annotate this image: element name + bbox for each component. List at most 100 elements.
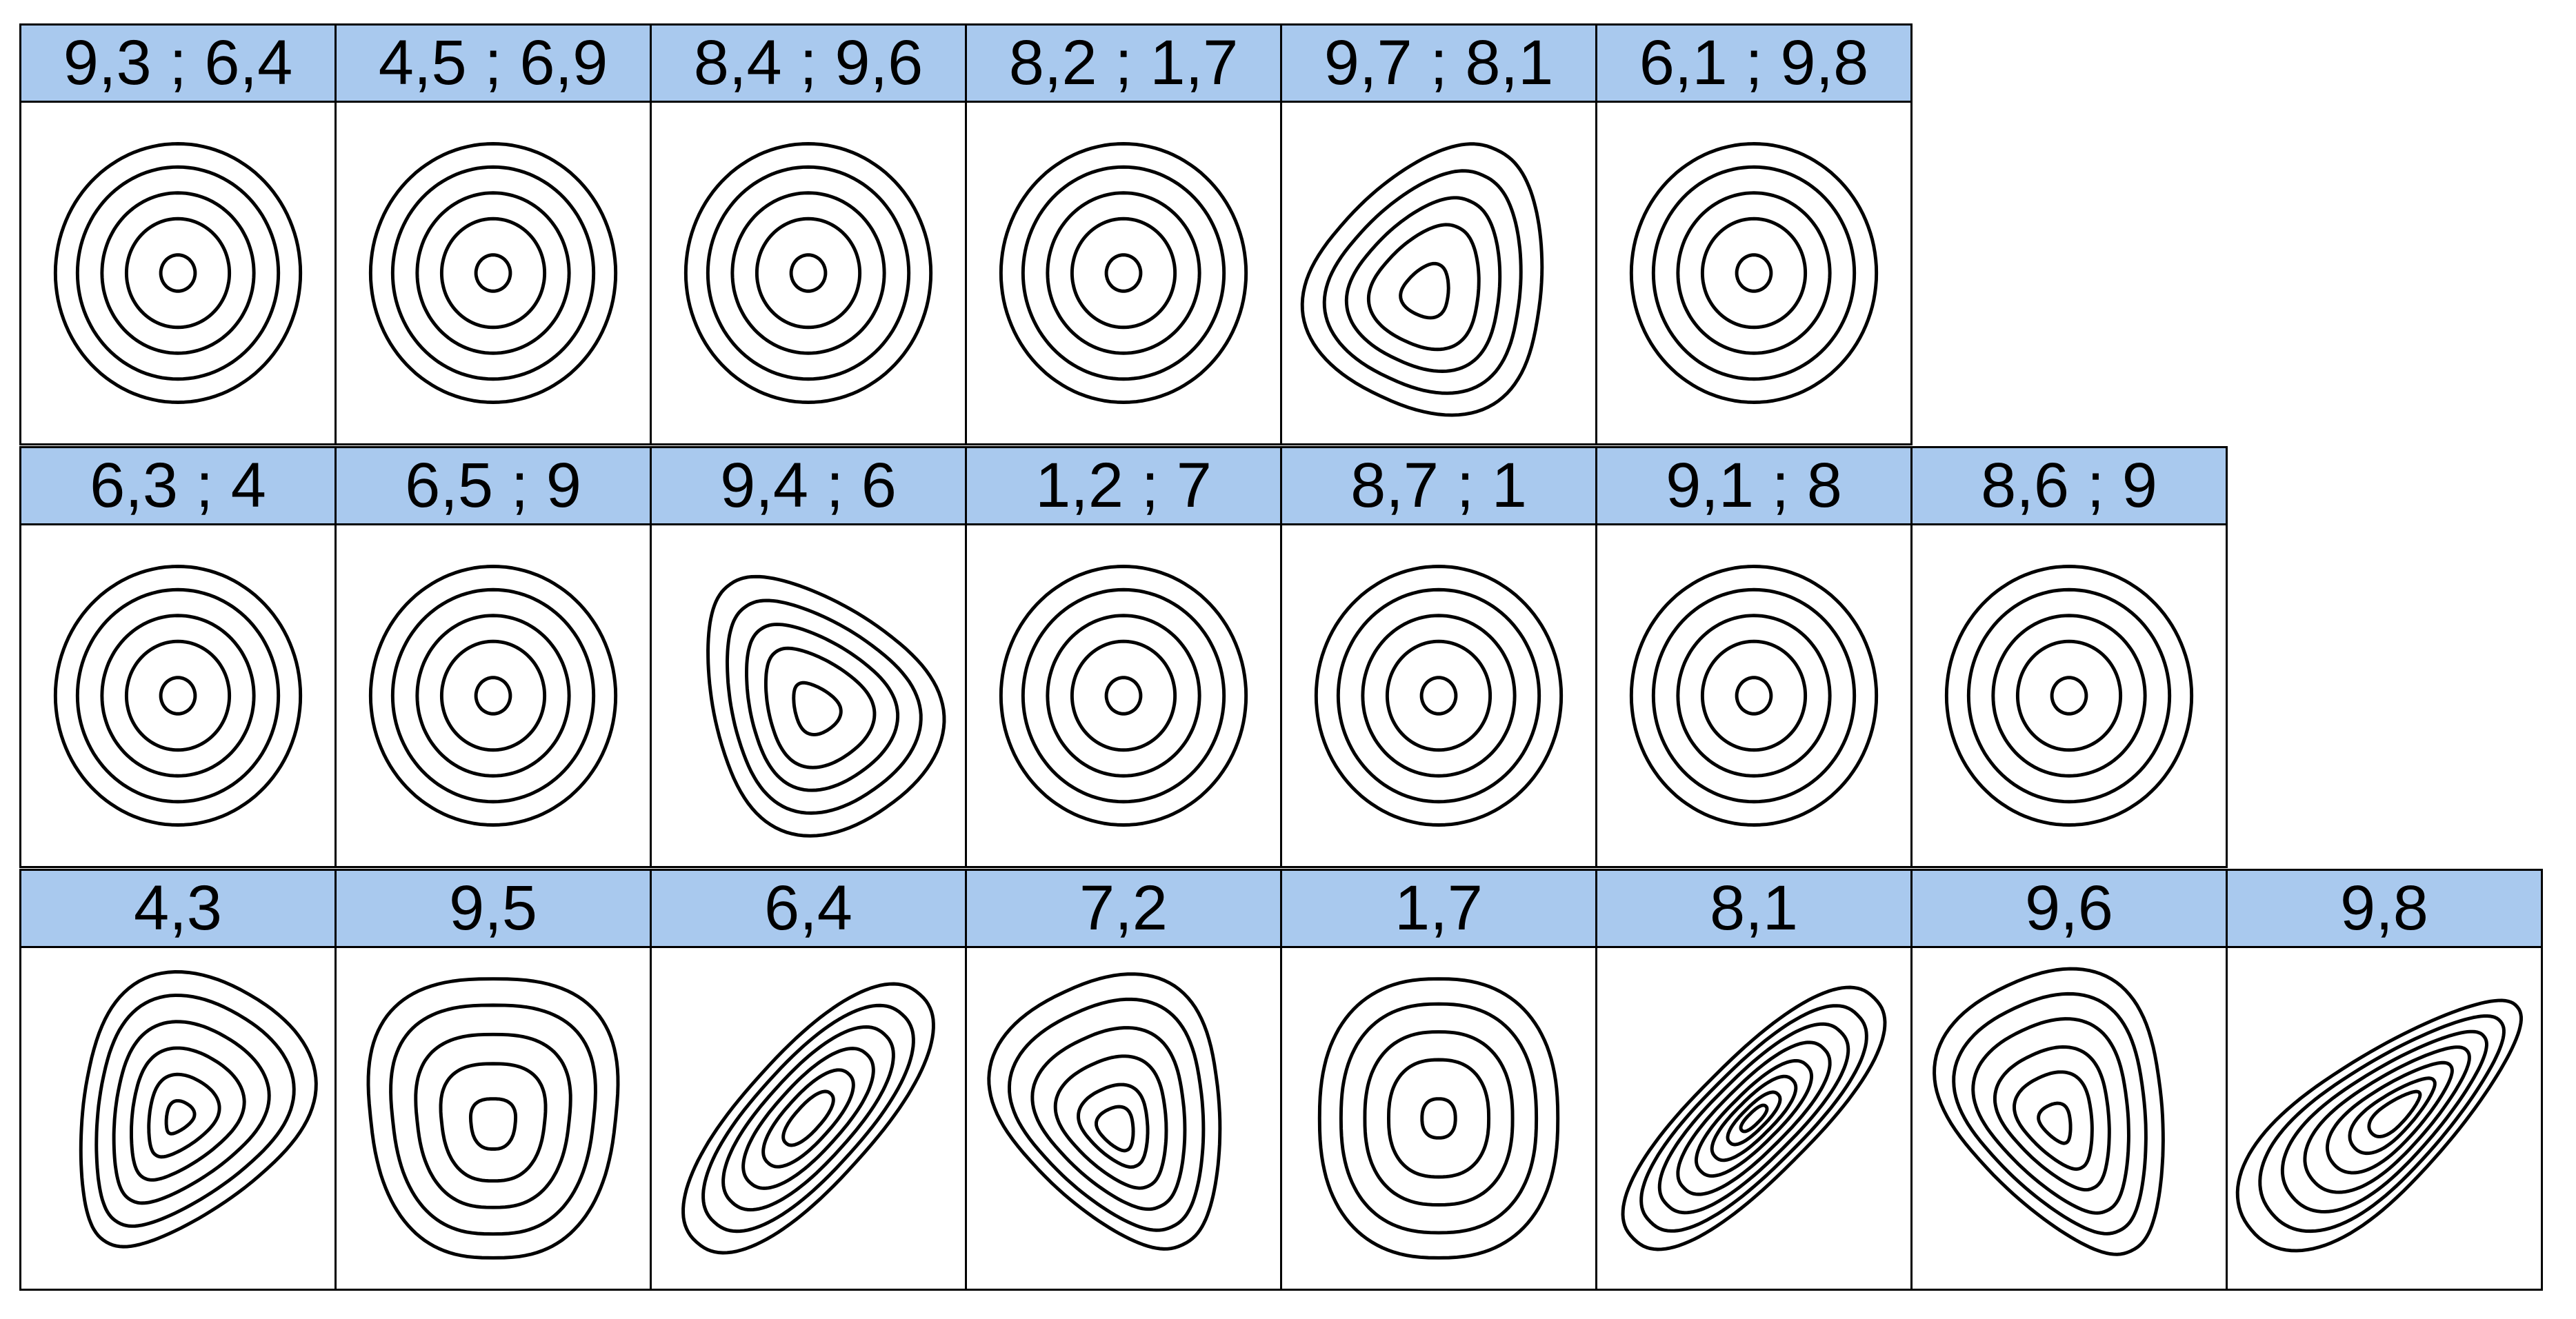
cell-label: 9,7 ; 8,1 <box>1282 26 1595 103</box>
contour-line <box>1676 191 1832 355</box>
contour-line <box>1399 261 1450 320</box>
contour-line <box>1966 587 2172 804</box>
contour-line <box>730 191 886 355</box>
contour-line <box>2235 998 2523 1253</box>
contour-line <box>112 1020 271 1205</box>
contour-line <box>1694 1058 1814 1178</box>
contour-plot <box>1317 977 1560 1260</box>
contour-line <box>999 142 1248 404</box>
contour-line <box>1710 1074 1798 1162</box>
contour-cell: 8,7 ; 1 <box>1280 446 1597 868</box>
contour-cell: 1,2 ; 7 <box>965 446 1282 868</box>
cell-label: 9,3 ; 6,4 <box>21 26 335 103</box>
contour-cell: 4,3 <box>19 869 337 1291</box>
contour-cell: 9,1 ; 8 <box>1595 446 1913 868</box>
contour-line <box>94 994 296 1228</box>
contour-line <box>706 165 911 381</box>
cell-label: 6,3 ; 4 <box>21 448 335 525</box>
contour-line <box>2013 1070 2094 1171</box>
contour-line <box>389 1003 597 1236</box>
contour-line <box>124 217 232 330</box>
cell-label: 8,2 ; 1,7 <box>967 26 1280 103</box>
contour-line <box>415 614 571 778</box>
contour-cell: 8,2 ; 1,7 <box>965 23 1282 445</box>
contour-line <box>1021 165 1226 381</box>
contour-line <box>124 639 232 752</box>
contour-line <box>1363 1030 1515 1207</box>
contour-line <box>2050 676 2088 716</box>
contour-line <box>1322 169 1523 395</box>
contour-plot <box>1300 142 1544 417</box>
contour-line <box>1095 1105 1135 1153</box>
contour-line <box>439 639 547 752</box>
contour-line <box>1735 253 1773 293</box>
contour-line <box>390 587 596 804</box>
contour-plot <box>1629 142 1879 404</box>
contour-line <box>1657 1022 1850 1215</box>
contour-line <box>468 1097 518 1151</box>
contour-line <box>1639 1004 1868 1233</box>
contour-line <box>1366 223 1481 352</box>
cell-label: 4,5 ; 6,9 <box>337 26 650 103</box>
contour-line <box>1700 217 1808 330</box>
contour-cell: 9,3 ; 6,4 <box>19 23 337 445</box>
contour-line <box>366 977 620 1260</box>
contour-cell: 1,7 <box>1280 869 1597 1291</box>
contour-line <box>1053 1054 1168 1190</box>
contour-plot <box>999 565 1248 827</box>
contour-plot <box>1933 967 2165 1256</box>
contour-cell: 6,1 ; 9,8 <box>1595 23 1913 445</box>
contour-cell: 7,2 <box>965 869 1282 1291</box>
contour-line <box>2280 1029 2488 1214</box>
contour-line <box>100 191 256 355</box>
contour-line <box>1317 977 1560 1260</box>
cell-label: 8,1 <box>1597 871 1910 948</box>
cell-label: 9,1 ; 8 <box>1597 448 1910 525</box>
contour-line <box>1314 565 1564 827</box>
contour-line <box>2348 1076 2437 1156</box>
contour-line <box>987 972 1222 1251</box>
contour-line <box>1030 1026 1187 1211</box>
contour-line <box>681 982 935 1255</box>
contour-cell: 9,4 ; 6 <box>650 446 967 868</box>
contour-line <box>1726 1090 1782 1147</box>
contour-line <box>1021 587 1226 804</box>
contour-line <box>159 253 197 293</box>
contour-plot <box>683 142 933 404</box>
contour-cell: 9,6 <box>1910 869 2228 1291</box>
contour-line <box>2258 1014 2506 1234</box>
contour-plot <box>1629 565 1879 827</box>
contour-line <box>368 565 618 827</box>
cell-label: 8,6 ; 9 <box>1913 448 2226 525</box>
contour-plot <box>999 142 1248 404</box>
contour-line <box>1046 191 1201 355</box>
contour-line <box>745 623 900 792</box>
contour-line <box>1046 614 1201 778</box>
contour-plot <box>368 565 618 827</box>
contour-line <box>1077 1083 1150 1169</box>
contour-line <box>1070 217 1177 330</box>
contour-line <box>2037 1101 2073 1145</box>
contour-line <box>1629 565 1879 827</box>
contour-line <box>1344 196 1502 373</box>
cell-label: 6,4 <box>652 871 965 948</box>
contour-line <box>147 1072 221 1159</box>
contour-line <box>439 1062 548 1183</box>
contour-line <box>1676 614 1832 778</box>
contour-plot <box>53 142 303 404</box>
cell-label: 9,4 ; 6 <box>652 448 965 525</box>
cell-label: 9,5 <box>337 871 650 948</box>
contour-line <box>2367 1089 2422 1138</box>
contour-line <box>1621 985 1887 1251</box>
contour-cell: 8,4 ; 9,6 <box>650 23 967 445</box>
contour-line <box>1104 253 1143 293</box>
contour-line <box>1735 676 1773 716</box>
contour-cell: 6,4 <box>650 869 967 1291</box>
contour-line <box>741 1047 875 1190</box>
contour-line <box>1933 967 2165 1256</box>
contour-line <box>706 574 946 838</box>
contour-line <box>53 565 303 827</box>
contour-plot <box>368 142 618 404</box>
contour-line <box>100 614 256 778</box>
